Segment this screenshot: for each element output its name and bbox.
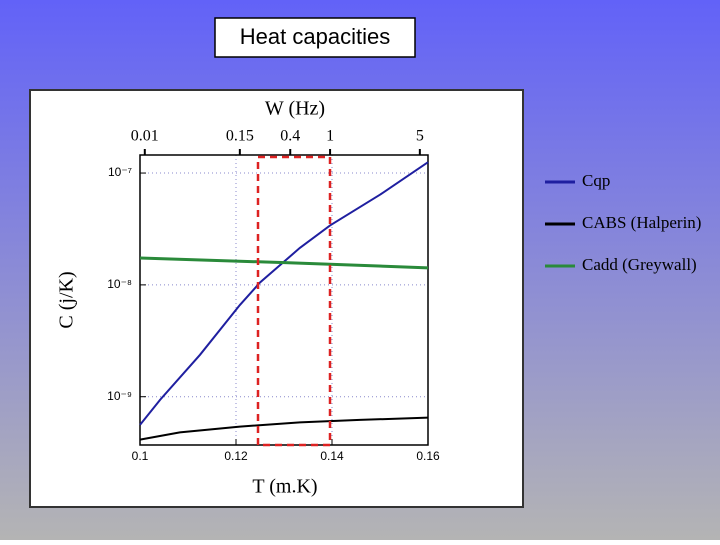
x2-tick-label: 1 — [326, 128, 334, 145]
legend-label: Cadd (Greywall) — [582, 255, 697, 274]
highlight-box — [256, 155, 332, 447]
x-tick-label: 0.12 — [224, 449, 248, 463]
legend-label: CABS (Halperin) — [582, 213, 701, 232]
title-box — [214, 17, 416, 58]
y-tick-label: 10⁻⁸ — [107, 277, 132, 291]
series-line — [139, 161, 429, 426]
series-line — [139, 256, 429, 270]
x-tick-label: 0.1 — [132, 449, 149, 463]
x2-tick-label: 0.01 — [131, 128, 159, 145]
x2-tick-label: 0.15 — [226, 128, 254, 145]
series-line — [139, 416, 429, 441]
chart-title: Heat capacities — [240, 24, 390, 49]
y-tick-label: 10⁻⁷ — [108, 165, 132, 179]
chart-panel — [29, 89, 524, 508]
x-tick-label: 0.14 — [320, 449, 344, 463]
x-tick-label: 0.16 — [416, 449, 440, 463]
legend-label: Cqp — [582, 171, 610, 190]
x2-tick-label: 0.4 — [280, 128, 300, 145]
x-axis-label: T (m.K) — [252, 476, 317, 498]
x2-axis-label: W (Hz) — [265, 98, 325, 120]
x2-tick-label: 5 — [416, 128, 424, 145]
y-axis-label: C (j/K) — [56, 271, 78, 328]
plot: 10⁻⁷ 10⁻⁸ 10⁻⁹ 0.1 0.12 0.14 0.16 0.01 0.15 0.4 1 5 — [107, 128, 440, 464]
plot-frame — [139, 154, 429, 446]
y-tick-label: 10⁻⁹ — [107, 389, 132, 403]
